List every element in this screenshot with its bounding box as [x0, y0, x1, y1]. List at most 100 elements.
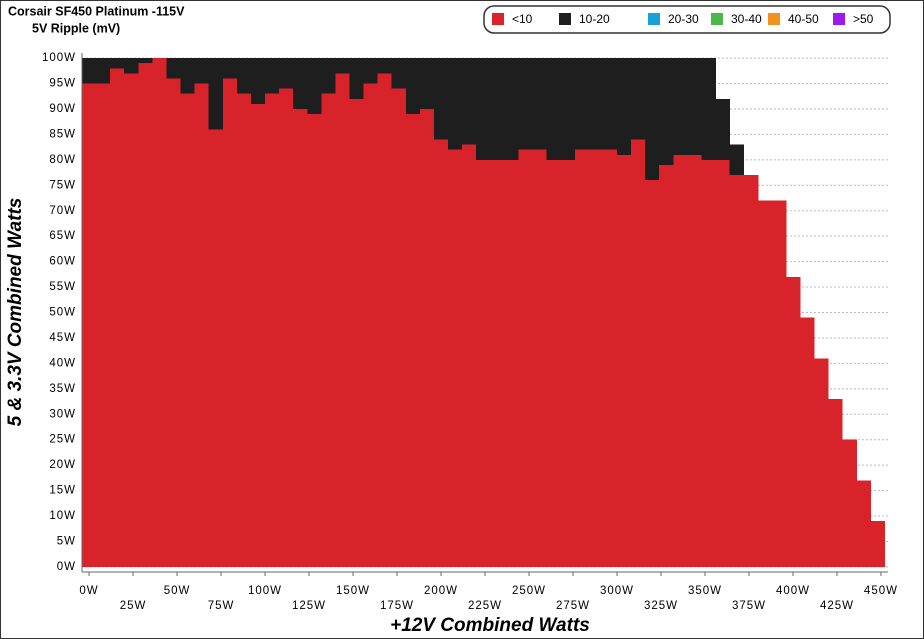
y-tick-label: 0W — [57, 561, 76, 573]
cell-column — [363, 58, 379, 84]
cell-column — [616, 58, 632, 155]
cell-column — [208, 58, 224, 130]
cell-column — [659, 164, 674, 567]
cell-column — [82, 83, 97, 567]
cell-column — [645, 180, 660, 567]
cell-column — [349, 58, 365, 99]
y-tick-label: 15W — [49, 485, 76, 497]
y-axis-label: 5 & 3.3V Combined Watts — [5, 198, 26, 427]
cell-column — [124, 58, 139, 74]
cell-column — [490, 58, 505, 160]
cell-column — [546, 58, 562, 160]
y-tick-label: 45W — [49, 332, 76, 344]
cell-column — [462, 144, 477, 567]
x-tick-label: 175W — [380, 600, 414, 612]
x-tick-label: 400W — [776, 585, 810, 597]
x-tick-label: 275W — [556, 600, 590, 612]
x-tick-label: 325W — [644, 600, 678, 612]
x-tick-label: 225W — [468, 600, 502, 612]
cell-column — [180, 58, 196, 94]
legend-swatch — [492, 13, 504, 25]
cell-column — [673, 154, 688, 567]
cell-column — [785, 276, 801, 567]
cell-column — [419, 108, 435, 567]
cell-column — [476, 58, 491, 160]
cell-column — [279, 58, 294, 89]
cell-column — [124, 73, 139, 567]
cell-column — [701, 159, 717, 567]
cell-column — [616, 154, 632, 567]
chart-subtitle: 5V Ripple (mV) — [32, 21, 120, 35]
cell-column — [687, 154, 702, 567]
cell-column — [800, 317, 815, 567]
legend-label: 10-20 — [579, 12, 610, 26]
legend-swatch — [648, 13, 660, 25]
cell-column — [574, 149, 590, 567]
cell-column — [659, 58, 674, 165]
cell-column — [293, 108, 308, 567]
y-tick-label: 30W — [49, 408, 76, 420]
y-tick-label: 25W — [49, 434, 76, 446]
cell-column — [574, 58, 590, 150]
cell-column — [194, 58, 210, 84]
cell-column — [715, 98, 731, 160]
y-tick-label: 85W — [49, 128, 76, 140]
y-tick-label: 100W — [42, 52, 76, 64]
cell-column — [588, 58, 604, 150]
legend-label: <10 — [512, 12, 533, 26]
x-tick-label: 250W — [512, 585, 546, 597]
x-tick-label: 75W — [208, 600, 235, 612]
cell-column — [490, 159, 505, 567]
cell-column — [701, 58, 717, 160]
legend-label: >50 — [853, 12, 874, 26]
cell-column — [856, 480, 871, 567]
cell-column — [391, 58, 407, 89]
cell-column — [307, 114, 322, 567]
cell-column — [518, 149, 534, 567]
cell-column — [532, 58, 548, 150]
cell-column — [504, 159, 519, 567]
x-axis-label: +12V Combined Watts — [390, 615, 590, 636]
y-tick-label: 10W — [49, 510, 76, 522]
cell-column — [602, 149, 618, 567]
cell-column — [757, 200, 773, 567]
y-tick-label: 65W — [49, 230, 76, 242]
y-tick-label: 35W — [49, 383, 76, 395]
cell-column — [180, 93, 196, 567]
y-tick-label: 95W — [49, 78, 76, 90]
cell-column — [631, 58, 646, 140]
cell-column — [729, 175, 745, 567]
y-tick-label: 75W — [49, 179, 76, 191]
legend-swatch — [768, 13, 780, 25]
cell-column — [631, 139, 646, 567]
cell-column — [222, 58, 238, 79]
y-tick-label: 55W — [49, 281, 76, 293]
cell-column — [194, 83, 210, 567]
legend-box — [483, 5, 891, 34]
y-tick-label: 20W — [49, 459, 76, 471]
columns — [82, 58, 885, 567]
x-tick-label: 375W — [732, 600, 766, 612]
cell-column — [476, 159, 491, 567]
cell-column — [771, 200, 787, 567]
x-tick-label: 0W — [79, 585, 98, 597]
cell-column — [138, 58, 153, 64]
cell-column — [335, 58, 350, 74]
cell-column — [842, 439, 857, 567]
cell-column — [222, 78, 238, 567]
legend-swatch — [711, 13, 723, 25]
cell-column — [349, 98, 365, 567]
cell-column — [814, 358, 829, 567]
cell-column — [335, 73, 350, 567]
x-tick-label: 350W — [688, 585, 722, 597]
cell-column — [602, 58, 618, 150]
x-tick-label: 300W — [600, 585, 634, 597]
chart-title: Corsair SF450 Platinum -115V — [8, 4, 185, 18]
cell-column — [405, 58, 421, 115]
cell-column — [152, 58, 167, 567]
legend-swatch — [559, 13, 571, 25]
legend-label: 30-40 — [731, 12, 762, 26]
cell-column — [96, 83, 111, 567]
cell-column — [743, 175, 759, 567]
